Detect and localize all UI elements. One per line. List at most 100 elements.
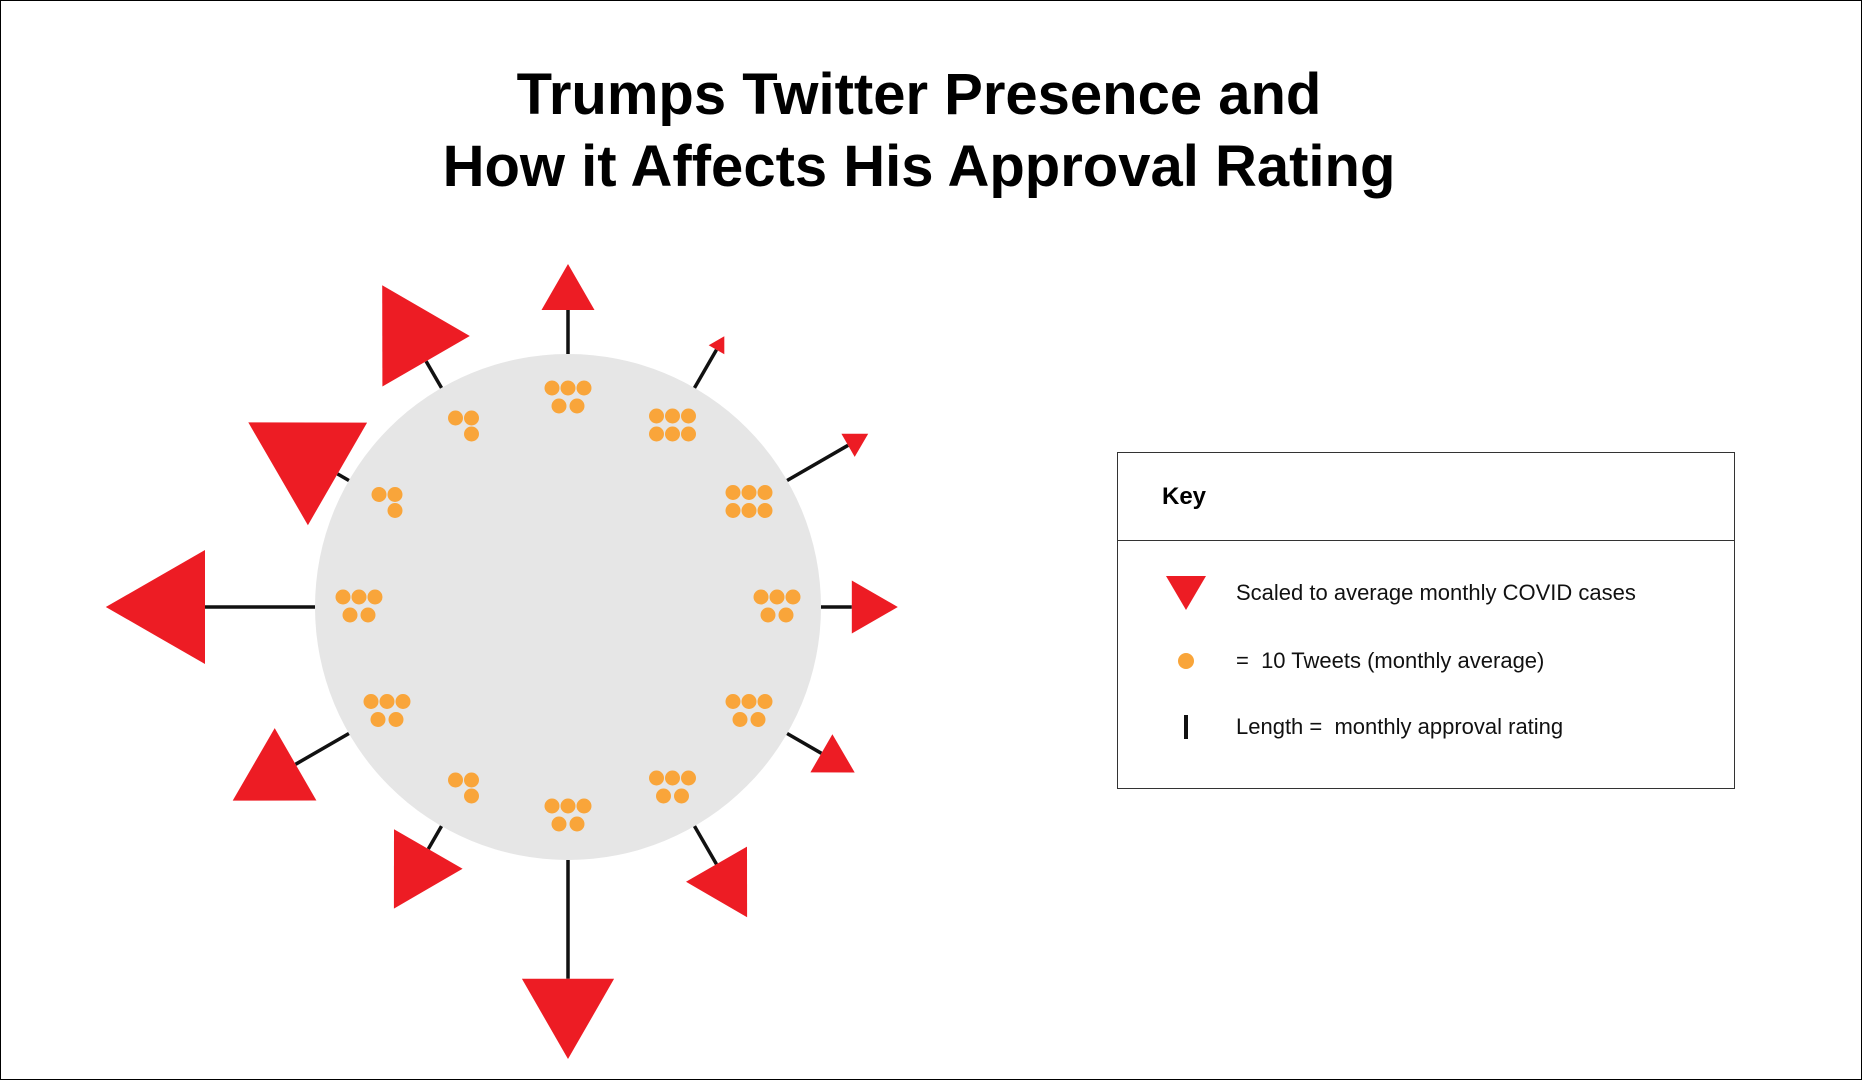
covid-triangle <box>541 264 595 310</box>
tweet-dot <box>576 798 592 814</box>
tweet-dot <box>665 770 680 786</box>
approval-stem <box>336 472 350 483</box>
legend-label-covid: Scaled to average monthly COVID cases <box>1236 580 1636 605</box>
spike-8 <box>393 772 479 909</box>
tweet-dot <box>741 503 757 518</box>
tweet-dot <box>448 772 463 788</box>
tweet-dot <box>387 487 403 502</box>
spike-7 <box>521 798 615 1059</box>
legend-item-approval: Length = monthly approval rating <box>1118 707 1734 747</box>
tweet-dot <box>379 694 395 709</box>
spike-1 <box>541 264 595 414</box>
tweet-dot <box>335 589 351 605</box>
approval-stem <box>426 825 444 850</box>
title-line-1: Trumps Twitter Presence and <box>516 62 1322 127</box>
tweet-dot <box>464 426 479 442</box>
approval-stem <box>786 443 849 483</box>
tweet-dot <box>351 589 367 605</box>
spike-9 <box>232 694 411 801</box>
tweet-dot <box>448 410 463 426</box>
tweet-dot <box>370 712 386 727</box>
tweet-dot <box>342 607 358 623</box>
legend-title: Key <box>1162 482 1207 510</box>
tweet-dot <box>741 485 757 500</box>
legend-item-covid: Scaled to average monthly COVID cases <box>1118 573 1734 613</box>
tweet-dot <box>757 485 773 500</box>
tweet-dot <box>360 607 376 623</box>
tweet-dot <box>649 770 664 786</box>
tweet-dot <box>560 380 576 396</box>
tweet-dot <box>725 694 741 709</box>
legend-item-tweets: = 10 Tweets (monthly average) <box>1118 641 1734 681</box>
covid-triangle <box>232 728 317 801</box>
tweet-dot <box>464 788 479 804</box>
spike-11 <box>248 422 403 526</box>
tweet-dot <box>681 426 696 442</box>
tweet-dot <box>725 485 741 500</box>
tweet-dot <box>367 589 383 605</box>
tweet-dot <box>551 398 567 414</box>
covid-triangle <box>810 734 855 773</box>
tweet-dot <box>544 380 560 396</box>
tweet-dot <box>576 380 592 396</box>
tweet-dot <box>395 694 411 709</box>
covid-triangle <box>393 829 463 909</box>
tweet-dot <box>674 788 689 804</box>
tweet-dot <box>665 426 680 442</box>
tweet-dot <box>649 408 664 424</box>
approval-stem <box>424 360 444 389</box>
tweet-dot <box>757 694 773 709</box>
spike-10 <box>105 550 383 664</box>
tweet-dot <box>750 712 766 727</box>
tweet-dot <box>569 816 585 832</box>
tweet-dot <box>725 503 741 518</box>
covid-triangle <box>105 550 205 664</box>
tweet-dot <box>464 772 479 788</box>
tweet-dot <box>371 487 387 502</box>
tweet-dot <box>560 798 576 814</box>
spike-5 <box>725 694 855 773</box>
tweet-dot <box>363 694 379 709</box>
spike-3 <box>725 433 869 518</box>
tweet-dot <box>785 589 801 605</box>
tweet-dot <box>649 426 664 442</box>
tweet-dot <box>464 410 479 426</box>
approval-stem <box>692 348 719 389</box>
virus-body <box>315 354 821 860</box>
tweet-dot <box>757 503 773 518</box>
spike-6 <box>649 770 748 918</box>
legend-box: Key Scaled to average monthly COVID case… <box>1117 452 1735 789</box>
tweet-dot <box>769 589 785 605</box>
approval-stem <box>294 731 350 766</box>
tweet-dot <box>569 398 585 414</box>
tweet-dot <box>665 408 680 424</box>
tweet-dot <box>681 408 696 424</box>
approval-stem <box>692 825 719 866</box>
orange-dot-icon <box>1178 653 1194 669</box>
tweet-dot <box>681 770 696 786</box>
black-line-icon <box>1184 715 1188 739</box>
red-triangle-icon <box>1166 576 1206 610</box>
title-line-2: How it Affects His Approval Rating <box>442 134 1396 199</box>
tweet-dot <box>544 798 560 814</box>
tweet-dot <box>551 816 567 832</box>
spike-4 <box>753 580 898 634</box>
spike-2 <box>649 336 725 442</box>
tweet-dot <box>656 788 671 804</box>
legend-label-approval: Length = monthly approval rating <box>1236 714 1564 739</box>
tweet-dot <box>760 607 776 623</box>
covid-triangle <box>248 422 368 526</box>
covid-triangle <box>686 846 748 918</box>
tweet-dot <box>778 607 794 623</box>
tweet-dot <box>753 589 769 605</box>
covid-triangle <box>841 433 869 457</box>
tweet-dot <box>388 712 404 727</box>
covid-triangle <box>521 978 615 1059</box>
virus-diagram <box>105 264 898 1059</box>
legend-label-tweets: = 10 Tweets (monthly average) <box>1236 648 1545 673</box>
tweet-dot <box>732 712 748 727</box>
covid-triangle <box>851 580 898 634</box>
spike-12 <box>382 285 479 442</box>
tweet-dot <box>387 503 403 518</box>
